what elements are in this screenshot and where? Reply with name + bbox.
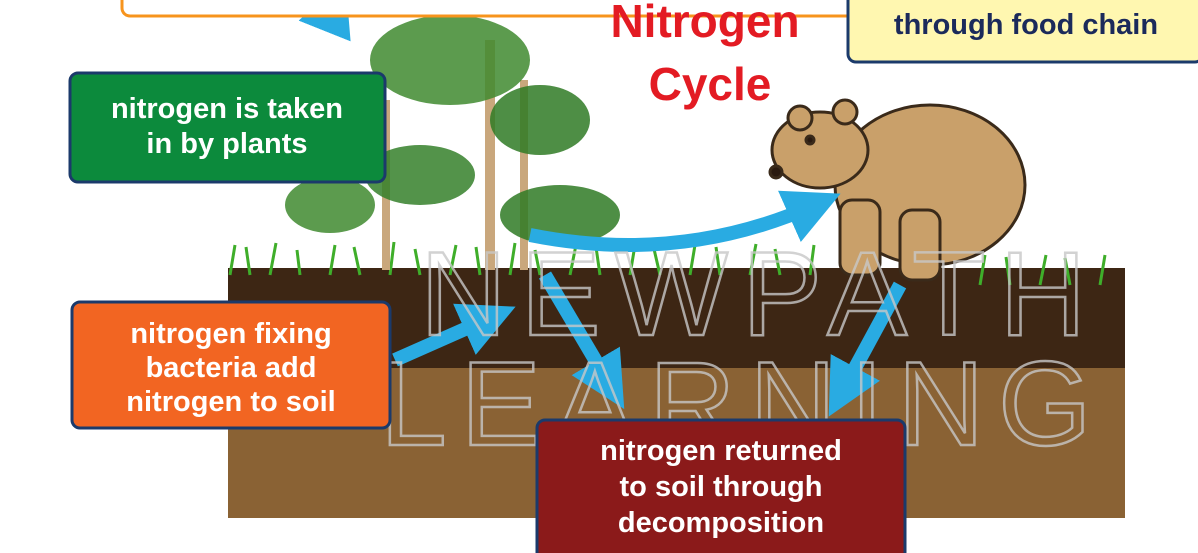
box-text: nitrogen fixing: [130, 318, 331, 350]
box-text: nitrogen is taken: [111, 93, 343, 125]
title: Cycle: [649, 58, 772, 110]
box-text: in by plants: [146, 128, 307, 160]
diagram: NEWPATH LEARNING Nitrogen Cycle nitrogen…: [0, 0, 1198, 553]
box-text: through food chain: [894, 9, 1158, 41]
box-text: to soil through: [620, 471, 823, 503]
title: Nitrogen: [610, 0, 799, 47]
box-text: nitrogen returned: [600, 435, 842, 467]
box-text: bacteria add: [146, 352, 317, 384]
box-text: decomposition: [618, 507, 824, 539]
page: {"title": ["Nitrogen", "Cycle"], "boxes"…: [0, 0, 1198, 553]
box-text: nitrogen to soil: [126, 386, 335, 418]
